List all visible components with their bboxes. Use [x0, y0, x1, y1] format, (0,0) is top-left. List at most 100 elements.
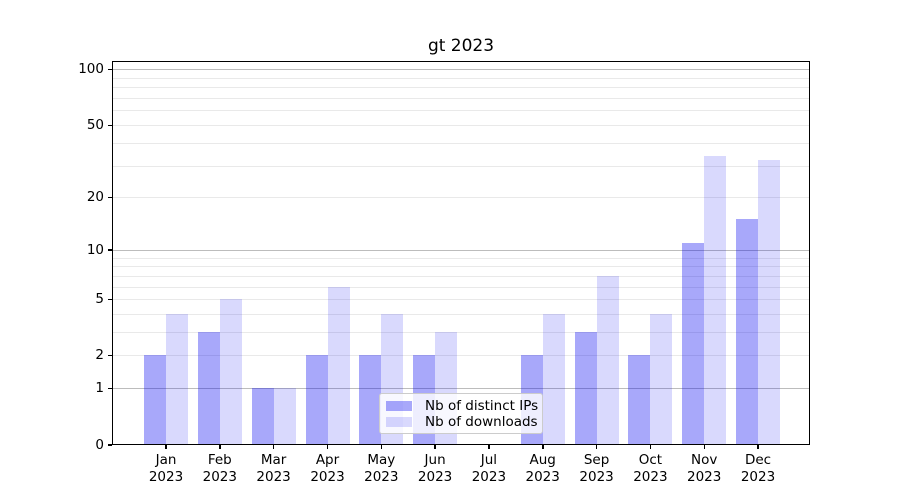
- major-gridline-10: [113, 249, 809, 251]
- minor-gridline-40: [113, 142, 809, 144]
- bar-ips-jan-2023: [144, 355, 166, 444]
- bar-ips-nov-2023: [682, 242, 705, 444]
- x-tick-mark-mar: [272, 445, 275, 449]
- legend-label-downloads: Nb of downloads: [425, 414, 538, 430]
- bar-downloads-dec-2023: [758, 160, 780, 444]
- minor-gridline-60: [113, 110, 809, 112]
- x-tick-mark-may: [380, 445, 382, 449]
- x-tick-mark-sep: [595, 445, 598, 449]
- minor-gridline-8: [113, 266, 809, 268]
- major-gridline-1: [113, 388, 809, 390]
- x-tick-mark-oct: [649, 445, 652, 449]
- y-tick-label-100: 100: [78, 61, 104, 78]
- x-tick-year: 2023: [525, 468, 560, 485]
- bar-downloads-sep-2023: [596, 275, 619, 444]
- x-tick-mark-nov: [703, 445, 705, 449]
- y-tick-mark-5: [108, 298, 112, 301]
- x-tick-label-jun: Jun 2023: [403, 452, 467, 485]
- y-tick-label-10: 10: [86, 241, 104, 258]
- y-tick-mark-2: [108, 354, 112, 357]
- x-tick-year: 2023: [256, 468, 291, 485]
- x-tick-label-may: May 2023: [349, 452, 413, 485]
- x-tick-month: May: [367, 452, 396, 468]
- x-tick-label-sep: Sep 2023: [565, 452, 629, 485]
- legend: Nb of distinct IPs Nb of downloads: [379, 393, 543, 434]
- y-tick-mark-10: [108, 249, 112, 251]
- bar-downloads-oct-2023: [650, 313, 673, 444]
- major-gridline-100: [113, 69, 809, 71]
- x-tick-year: 2023: [471, 468, 507, 485]
- bar-ips-may-2023: [359, 355, 382, 444]
- minor-gridline-6: [113, 286, 809, 288]
- minor-gridline-50: [113, 125, 809, 126]
- minor-gridline-9: [113, 257, 809, 259]
- x-tick-year: 2023: [633, 468, 668, 485]
- legend-swatch-distinct-ips: [386, 401, 412, 411]
- bar-downloads-apr-2023: [327, 286, 350, 444]
- legend-swatch-downloads: [386, 417, 412, 427]
- x-tick-month: Sep: [583, 452, 610, 468]
- bar-ips-apr-2023: [305, 355, 328, 444]
- y-tick-label-2: 2: [95, 347, 104, 364]
- minor-gridline-30: [113, 165, 809, 167]
- legend-item-distinct-ips: Nb of distinct IPs: [386, 398, 539, 414]
- x-tick-mark-dec: [757, 445, 759, 449]
- x-tick-month: Mar: [260, 452, 287, 468]
- x-tick-year: 2023: [579, 468, 614, 485]
- legend-item-downloads: Nb of downloads: [386, 414, 538, 430]
- bar-ips-sep-2023: [574, 332, 597, 444]
- x-tick-month: Oct: [638, 452, 663, 468]
- x-tick-year: 2023: [310, 468, 345, 485]
- x-tick-label-apr: Apr 2023: [296, 452, 360, 485]
- x-tick-mark-jan: [165, 445, 167, 449]
- x-tick-year: 2023: [740, 468, 776, 485]
- x-tick-mark-jul: [488, 445, 490, 449]
- x-tick-mark-feb: [219, 445, 221, 449]
- x-tick-year: 2023: [687, 468, 722, 485]
- bar-ips-oct-2023: [628, 355, 651, 444]
- x-tick-month: Nov: [691, 452, 718, 468]
- x-tick-month: Jul: [480, 452, 498, 468]
- x-tick-label-feb: Feb 2023: [188, 452, 252, 485]
- y-tick-label-50: 50: [86, 117, 104, 133]
- x-tick-mark-jun: [434, 445, 436, 449]
- minor-gridline-7: [113, 275, 809, 277]
- x-tick-month: Jan: [155, 452, 177, 468]
- bar-ips-feb-2023: [197, 332, 220, 444]
- x-tick-label-nov: Nov 2023: [672, 452, 736, 485]
- minor-gridline-4: [113, 313, 809, 315]
- legend-label-distinct-ips: Nb of distinct IPs: [425, 398, 539, 414]
- y-tick-label-0: 0: [95, 436, 104, 453]
- bar-downloads-aug-2023: [542, 313, 565, 444]
- bar-downloads-nov-2023: [704, 155, 727, 444]
- x-tick-month: Jun: [424, 452, 446, 468]
- x-tick-label-mar: Mar 2023: [242, 452, 306, 485]
- minor-gridline-70: [113, 98, 809, 100]
- x-tick-label-oct: Oct 2023: [618, 452, 682, 485]
- minor-gridline-20: [113, 197, 809, 199]
- y-tick-label-20: 20: [86, 189, 104, 206]
- x-tick-year: 2023: [417, 468, 453, 485]
- y-tick-mark-100: [108, 68, 112, 71]
- x-tick-mark-aug: [542, 445, 544, 449]
- x-tick-year: 2023: [364, 468, 399, 485]
- x-tick-mark-apr: [326, 445, 329, 449]
- bar-downloads-jan-2023: [166, 313, 188, 444]
- bar-ips-dec-2023: [736, 219, 758, 444]
- minor-gridline-3: [113, 332, 809, 333]
- x-tick-label-jul: Jul 2023: [457, 452, 521, 485]
- x-tick-label-aug: Aug 2023: [511, 452, 575, 485]
- minor-gridline-2: [113, 355, 809, 357]
- x-tick-year: 2023: [202, 468, 237, 485]
- x-tick-month: Feb: [207, 452, 232, 468]
- x-tick-label-jan: Jan 2023: [134, 452, 198, 485]
- y-tick-mark-20: [108, 196, 112, 199]
- bar-downloads-feb-2023: [219, 299, 242, 444]
- y-tick-mark-50: [108, 124, 112, 126]
- y-tick-mark-0: [108, 444, 112, 446]
- minor-gridline-90: [113, 77, 809, 79]
- x-tick-month: Dec: [744, 452, 772, 468]
- chart-title: gt 2023: [427, 36, 495, 56]
- y-tick-label-1: 1: [95, 380, 104, 397]
